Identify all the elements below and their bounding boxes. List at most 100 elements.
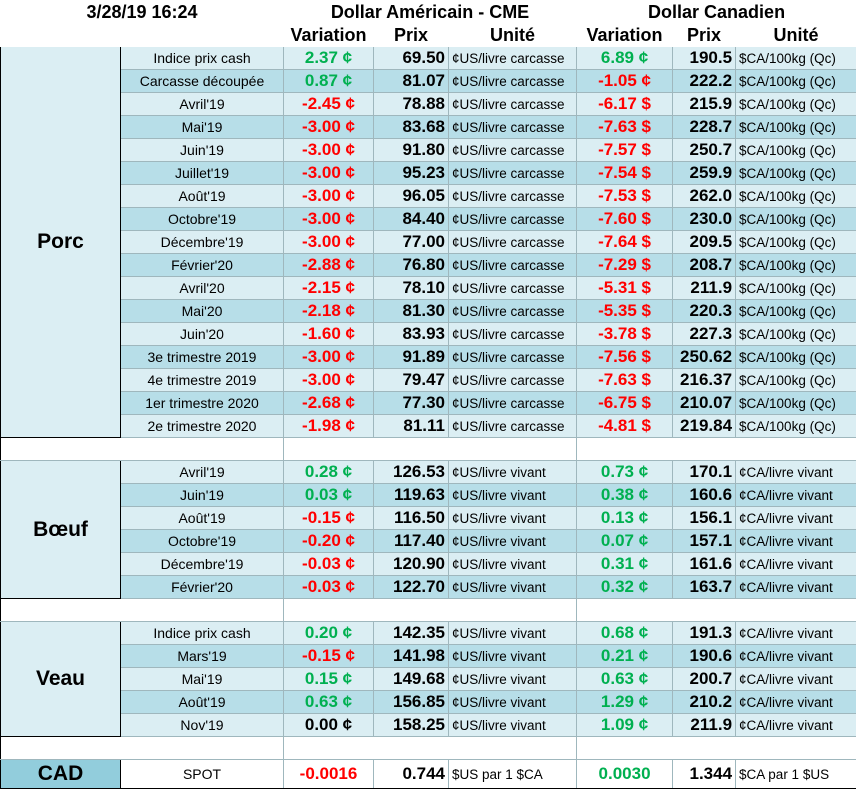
price-cad: 211.9: [672, 276, 737, 300]
price-cad: 219.84: [672, 414, 737, 438]
unit-cad: ¢CA/livre vivant: [735, 621, 856, 645]
variation-usd: -1.98 ¢: [283, 414, 374, 438]
contract: Avril'19: [120, 92, 284, 116]
blank-cell: [282, 437, 578, 461]
unit-usd: ¢US/livre vivant: [447, 621, 578, 645]
data-row: Juin'19 -3.00 ¢ 91.80 ¢US/livre carcasse -7.…: [1, 138, 856, 162]
unit-cad: $CA/100kg (Qc): [735, 207, 856, 231]
unit-usd: ¢US/livre vivant: [447, 506, 578, 530]
contract: 2e trimestre 2020: [120, 414, 284, 438]
variation-cad: 0.38 ¢: [576, 483, 674, 507]
data-row: Veau Indice prix cash 0.20 ¢ 142.35 ¢US/livr…: [0, 621, 856, 737]
contract: Juin'20: [120, 322, 284, 346]
variation-cad: -5.35 $: [576, 299, 674, 323]
price-cad: 259.9: [672, 161, 737, 185]
variation-usd: -2.18 ¢: [283, 299, 374, 323]
variation-usd: -3.00 ¢: [283, 207, 374, 231]
unit-cad: ¢CA/livre vivant: [735, 713, 856, 737]
variation-cad: -5.31 $: [576, 276, 674, 300]
column-header: Unité: [447, 23, 578, 47]
variation-cad: 0.21 ¢: [576, 644, 674, 668]
unit-usd: ¢US/livre carcasse: [447, 184, 578, 208]
contract: Indice prix cash: [120, 621, 284, 645]
contract: 4e trimestre 2019: [120, 368, 284, 392]
data-row: Porc Indice prix cash 2.37 ¢ 69.50 ¢US/livre…: [0, 46, 856, 438]
variation-usd: -2.88 ¢: [283, 253, 374, 277]
unit-usd: ¢US/livre carcasse: [447, 253, 578, 277]
unit-usd: ¢US/livre carcasse: [447, 138, 578, 162]
unit-usd: ¢US/livre carcasse: [447, 276, 578, 300]
data-row: 3e trimestre 2019 -3.00 ¢ 91.89 ¢US/livre c…: [1, 345, 856, 369]
blank-row: [0, 736, 856, 760]
variation-usd: 0.03 ¢: [283, 483, 374, 507]
unit-cad: ¢CA/livre vivant: [735, 506, 856, 530]
variation-usd: -3.00 ¢: [283, 368, 374, 392]
unit-cad: ¢CA/livre vivant: [735, 644, 856, 668]
data-row: Mai'19 0.15 ¢ 149.68 ¢US/livre vivant 0.63 ¢…: [1, 667, 856, 691]
spot-label: CAD: [0, 759, 121, 789]
variation-usd: -0.03 ¢: [283, 575, 374, 599]
data-row: Avril'19 -2.45 ¢ 78.88 ¢US/livre carcasse -6…: [1, 92, 856, 116]
price-cad: 227.3: [672, 322, 737, 346]
data-row: Décembre'19 -0.03 ¢ 120.90 ¢US/livre vivant…: [1, 552, 856, 576]
price-usd: 81.11: [373, 414, 449, 438]
price-cad: 230.0: [672, 207, 737, 231]
unit-cad: $CA/100kg (Qc): [735, 184, 856, 208]
price-cad: 250.7: [672, 138, 737, 162]
column-header: Unité: [735, 23, 856, 47]
section-label: Bœuf: [0, 460, 121, 599]
variation-cad: 0.13 ¢: [576, 506, 674, 530]
unit-cad: $CA/100kg (Qc): [735, 161, 856, 185]
price-cad: 161.6: [672, 552, 737, 576]
price-usd: 77.30: [373, 391, 449, 415]
blank-cell: [0, 736, 284, 760]
price-usd: 119.63: [373, 483, 449, 507]
price-cad: 262.0: [672, 184, 737, 208]
contract: Juin'19: [120, 138, 284, 162]
price-cad: 228.7: [672, 115, 737, 139]
price-cad: 208.7: [672, 253, 737, 277]
unit-cad: $CA/100kg (Qc): [735, 299, 856, 323]
price-usd: 84.40: [373, 207, 449, 231]
contract: Août'19: [120, 506, 284, 530]
variation-cad: -7.63 $: [576, 115, 674, 139]
variation-usd: -2.15 ¢: [283, 276, 374, 300]
variation-cad: -7.63 $: [576, 368, 674, 392]
variation-cad: -6.75 $: [576, 391, 674, 415]
contract: Août'19: [120, 690, 284, 714]
column-header: Variation: [576, 23, 674, 47]
price-usd: 156.85: [373, 690, 449, 714]
data-row: Décembre'19 -3.00 ¢ 77.00 ¢US/livre carcass…: [1, 230, 856, 254]
column-header: Prix: [373, 23, 449, 47]
variation-cad: 6.89 ¢: [576, 46, 674, 70]
price-cad: 209.5: [672, 230, 737, 254]
contract: Avril'19: [120, 460, 284, 484]
unit-usd: ¢US/livre carcasse: [447, 161, 578, 185]
data-row: Mai'20 -2.18 ¢ 81.30 ¢US/livre carcasse -5.3…: [1, 299, 856, 323]
variation-cad: 0.07 ¢: [576, 529, 674, 553]
price-usd: 120.90: [373, 552, 449, 576]
unit-usd: $US par 1 $CA: [447, 759, 578, 789]
contract: Indice prix cash: [120, 46, 284, 70]
price-usd: 83.93: [373, 322, 449, 346]
unit-usd: ¢US/livre carcasse: [447, 207, 578, 231]
price-cad: 190.6: [672, 644, 737, 668]
variation-cad: -7.64 $: [576, 230, 674, 254]
unit-cad: $CA/100kg (Qc): [735, 138, 856, 162]
variation-usd: -3.00 ¢: [283, 230, 374, 254]
blank-cell: [576, 437, 856, 461]
blank-cell: [576, 598, 856, 622]
price-usd: 77.00: [373, 230, 449, 254]
unit-cad: $CA/100kg (Qc): [735, 414, 856, 438]
empty-cell: [0, 23, 284, 47]
contract: Octobre'19: [120, 207, 284, 231]
price-usd: 142.35: [373, 621, 449, 645]
variation-usd: 0.00 ¢: [283, 713, 374, 737]
variation-cad: 0.63 ¢: [576, 667, 674, 691]
variation-cad: 0.68 ¢: [576, 621, 674, 645]
unit-usd: ¢US/livre carcasse: [447, 46, 578, 70]
unit-cad: $CA/100kg (Qc): [735, 345, 856, 369]
contract: Carcasse découpée: [120, 69, 284, 93]
unit-cad: $CA/100kg (Qc): [735, 322, 856, 346]
variation-usd: 2.37 ¢: [283, 46, 374, 70]
